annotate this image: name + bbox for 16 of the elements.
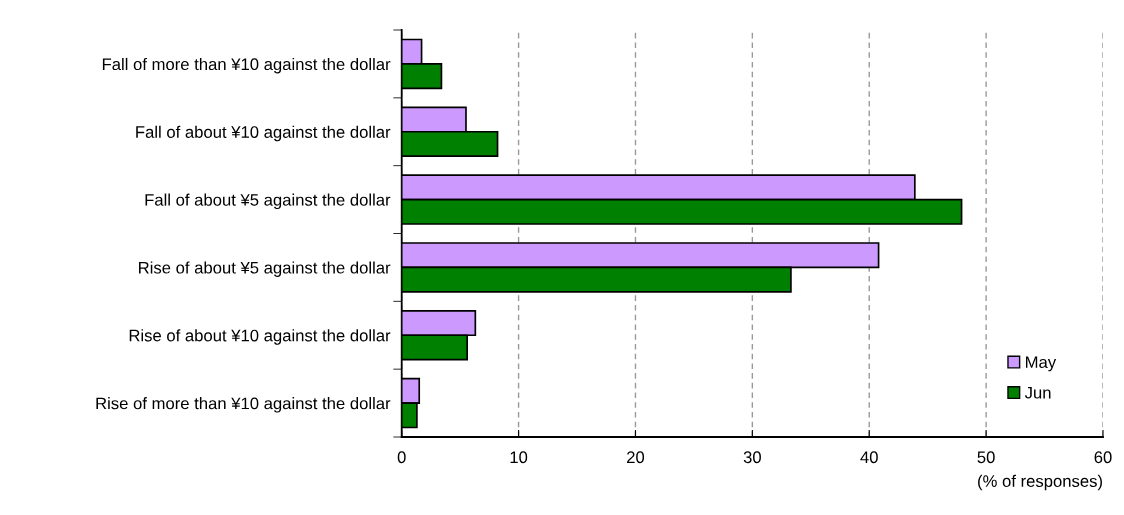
legend-label: May xyxy=(1026,356,1057,372)
x-tick-label: 20 xyxy=(627,451,645,464)
x-tick-label: 10 xyxy=(510,451,528,464)
x-tick-label: 30 xyxy=(743,451,761,464)
y-tick-label: Rise of about ¥10 against the dollar xyxy=(129,329,391,345)
x-tick-label: 0 xyxy=(397,451,406,464)
y-tick-label: Fall of more than ¥10 against the dollar xyxy=(102,57,391,74)
y-tick-label: Rise of about ¥5 against the dollar xyxy=(139,261,391,277)
y-tick-label: Fall of about ¥10 against the dollar xyxy=(136,125,391,142)
x-tick-label: 60 xyxy=(1094,451,1112,464)
x-tick-label: 50 xyxy=(977,451,995,464)
x-tick-label: 40 xyxy=(860,451,878,464)
y-tick-label: Fall of about ¥5 against the dollar xyxy=(145,193,391,210)
legend-label: Jun xyxy=(1024,386,1051,399)
x-axis-title: (% of responses) xyxy=(978,474,1102,491)
y-tick-label: Rise of more than ¥10 against the dollar xyxy=(96,397,391,413)
